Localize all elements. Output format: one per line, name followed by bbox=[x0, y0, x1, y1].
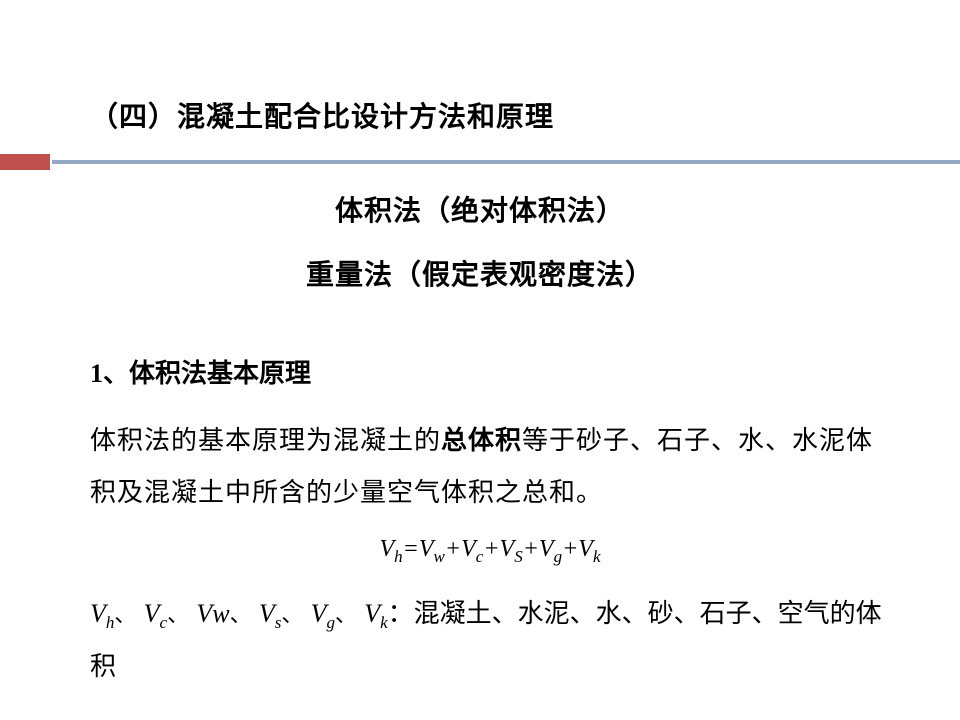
formula-t4-v: V bbox=[539, 536, 554, 562]
formula-t3-sub: S bbox=[514, 547, 523, 566]
sep3: 、 bbox=[230, 602, 252, 627]
main-title: （四）混凝土配合比设计方法和原理 bbox=[0, 95, 960, 135]
divider bbox=[0, 153, 960, 171]
formula-plus1: + bbox=[445, 536, 461, 562]
var-v3: Vw bbox=[196, 599, 229, 628]
sep5: 、 bbox=[335, 602, 357, 627]
sep1: 、 bbox=[114, 602, 136, 627]
formula-t2-v: V bbox=[461, 536, 476, 562]
variable-list: Vh、 Vc、 Vw、 Vs、 Vg、 Vk：混凝土、水泥、水、砂、石子、空气的… bbox=[90, 587, 890, 692]
formula-t4-sub: g bbox=[554, 547, 563, 566]
formula-lhs-sub: h bbox=[394, 547, 403, 566]
formula-eq: = bbox=[403, 536, 419, 562]
subtitle-1: 体积法（绝对体积法） bbox=[0, 189, 960, 229]
var-s6: k bbox=[380, 613, 388, 632]
formula-plus2: + bbox=[483, 536, 499, 562]
var-s5: g bbox=[326, 613, 335, 632]
var-v4: V bbox=[259, 599, 275, 628]
formula-t1-sub: w bbox=[434, 547, 445, 566]
sep4: 、 bbox=[281, 602, 303, 627]
formula-t5-v: V bbox=[578, 536, 593, 562]
body-paragraph: 体积法的基本原理为混凝土的总体积等于砂子、石子、水、水泥体积及混凝土中所含的少量… bbox=[90, 414, 890, 518]
var-v2: V bbox=[144, 599, 160, 628]
formula-lhs-v: V bbox=[380, 536, 395, 562]
formula-t1-v: V bbox=[419, 536, 434, 562]
formula-t3-v: V bbox=[500, 536, 515, 562]
var-v6: V bbox=[364, 599, 380, 628]
formula-plus3: + bbox=[523, 536, 539, 562]
var-v5: V bbox=[311, 599, 327, 628]
divider-line bbox=[52, 160, 960, 164]
section-heading: 1、体积法基本原理 bbox=[90, 353, 890, 390]
sep2: 、 bbox=[167, 602, 189, 627]
colon: ： bbox=[388, 598, 414, 628]
var-s2: c bbox=[160, 613, 168, 632]
formula-t5-sub: k bbox=[593, 547, 601, 566]
subtitle-2: 重量法（假定表观密度法） bbox=[0, 253, 960, 293]
body-part1: 体积法的基本原理为混凝土的 bbox=[90, 425, 441, 455]
formula: Vh=Vw+Vc+VS+Vg+Vk bbox=[90, 536, 890, 567]
var-v1: V bbox=[90, 599, 106, 628]
body-bold: 总体积 bbox=[441, 425, 522, 455]
section-number: 1 bbox=[90, 359, 103, 388]
accent-bar bbox=[0, 154, 50, 170]
formula-plus4: + bbox=[562, 536, 578, 562]
section-title: 、体积法基本原理 bbox=[103, 358, 311, 388]
